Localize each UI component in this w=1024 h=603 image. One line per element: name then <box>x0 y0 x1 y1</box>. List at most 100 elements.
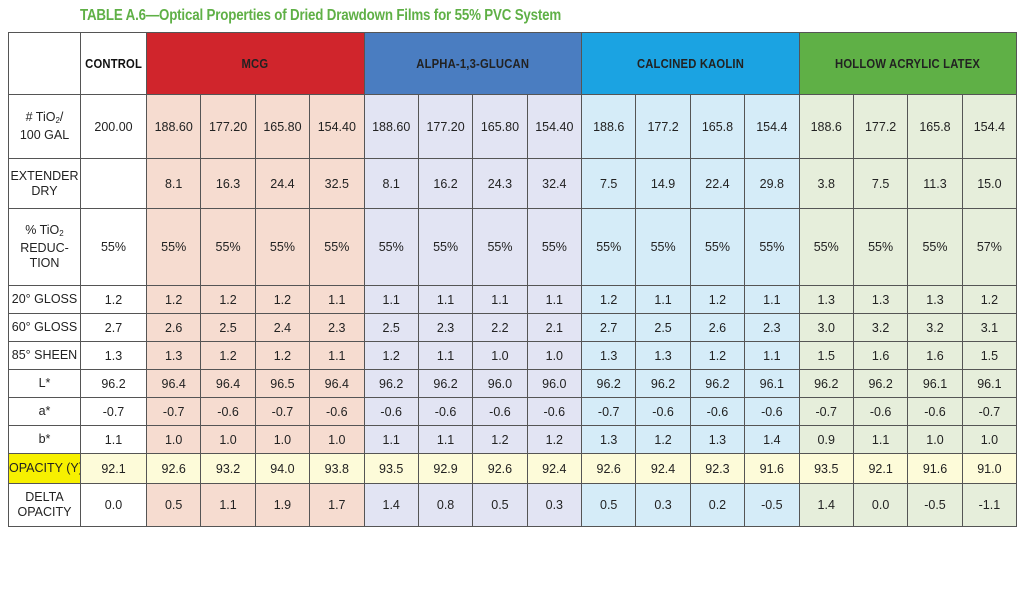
value-cell: 0.5 <box>145 483 202 527</box>
value-cell: 8.1 <box>363 158 419 209</box>
value-cell: 93.5 <box>363 453 419 484</box>
value-cell: 7.5 <box>581 158 637 209</box>
table-row: 85° SHEEN 1.3 1.3 1.2 1.2 1.1 1.2 1.1 1.0 1.0 1.3 1… <box>8 341 1018 370</box>
value-cell: 2.3 <box>417 313 474 342</box>
control-cell: 96.2 <box>80 369 147 398</box>
value-cell: 1.1 <box>744 341 800 370</box>
value-cell: 11.3 <box>907 158 963 209</box>
value-cell: 92.6 <box>581 453 637 484</box>
value-cell: 1.3 <box>581 341 637 370</box>
value-cell: 1.0 <box>254 425 311 454</box>
table-title: TABLE A.6—Optical Properties of Dried Dr… <box>80 7 562 24</box>
value-cell: 177.20 <box>417 94 474 159</box>
control-cell: 92.1 <box>80 453 147 484</box>
value-cell: 1.1 <box>363 425 419 454</box>
value-cell: -0.6 <box>363 397 419 426</box>
value-cell: 3.2 <box>852 313 909 342</box>
value-cell: -0.5 <box>907 483 963 527</box>
value-cell: 1.0 <box>526 341 583 370</box>
value-cell: -0.6 <box>472 397 528 426</box>
control-cell: 2.7 <box>80 313 147 342</box>
value-cell: 154.4 <box>961 94 1018 159</box>
value-cell: 1.5 <box>798 341 854 370</box>
table-row: b* 1.1 1.0 1.0 1.0 1.0 1.1 1.1 1.2 1.2 1.3 1.2 1.3 1.… <box>8 425 1018 454</box>
value-cell: 1.1 <box>635 285 691 314</box>
value-cell: -1.1 <box>961 483 1018 527</box>
value-cell: -0.6 <box>689 397 746 426</box>
value-cell: 55% <box>798 208 854 286</box>
value-cell: 7.5 <box>852 158 909 209</box>
value-cell: -0.6 <box>309 397 365 426</box>
group-header: MCG <box>146 32 365 95</box>
value-cell: 55% <box>417 208 474 286</box>
value-cell: 1.1 <box>744 285 800 314</box>
value-cell: 177.20 <box>200 94 256 159</box>
value-cell: 1.0 <box>472 341 528 370</box>
value-cell: 32.4 <box>526 158 583 209</box>
value-cell: -0.7 <box>254 397 311 426</box>
control-cell: 0.0 <box>80 483 147 527</box>
row-label: 85° SHEEN <box>8 341 81 370</box>
value-cell: 94.0 <box>254 453 311 484</box>
value-cell: 3.0 <box>798 313 854 342</box>
value-cell: -0.7 <box>961 397 1018 426</box>
value-cell: 188.60 <box>145 94 202 159</box>
value-cell: -0.5 <box>744 483 800 527</box>
control-cell: 1.2 <box>80 285 147 314</box>
value-cell: 1.0 <box>961 425 1018 454</box>
table-row: EXTENDER DRY 8.1 16.3 24.4 32.5 8.1 16.2 24.3 32.… <box>8 158 1018 209</box>
value-cell: 0.0 <box>852 483 909 527</box>
value-cell: 0.3 <box>635 483 691 527</box>
value-cell: 55% <box>635 208 691 286</box>
value-cell: 32.5 <box>309 158 365 209</box>
value-cell: 92.1 <box>852 453 909 484</box>
value-cell: 55% <box>526 208 583 286</box>
value-cell: 55% <box>472 208 528 286</box>
value-cell: 2.3 <box>744 313 800 342</box>
group-header-label: CALCINED KAOLIN <box>636 56 744 71</box>
value-cell: 24.3 <box>472 158 528 209</box>
value-cell: 1.2 <box>526 425 583 454</box>
value-cell: 14.9 <box>635 158 691 209</box>
value-cell: 92.6 <box>472 453 528 484</box>
row-label: 60° GLOSS <box>8 313 81 342</box>
value-cell: 96.4 <box>309 369 365 398</box>
value-cell: 1.3 <box>798 285 854 314</box>
row-label: EXTENDER DRY <box>8 158 81 209</box>
value-cell: 96.0 <box>526 369 583 398</box>
control-cell: -0.7 <box>80 397 147 426</box>
value-cell: -0.6 <box>744 397 800 426</box>
value-cell: 96.0 <box>472 369 528 398</box>
value-cell: 0.5 <box>581 483 637 527</box>
row-label: a* <box>8 397 81 426</box>
value-cell: 3.2 <box>907 313 963 342</box>
value-cell: 1.1 <box>417 425 474 454</box>
value-cell: 96.2 <box>417 369 474 398</box>
row-label: DELTA OPACITY <box>8 483 81 527</box>
control-cell: 55% <box>80 208 147 286</box>
value-cell: 96.4 <box>200 369 256 398</box>
value-cell: 92.4 <box>526 453 583 484</box>
value-cell: 0.8 <box>417 483 474 527</box>
value-cell: -0.7 <box>581 397 637 426</box>
row-label: L* <box>8 369 81 398</box>
value-cell: 2.7 <box>581 313 637 342</box>
value-cell: 165.80 <box>254 94 311 159</box>
value-cell: 1.0 <box>309 425 365 454</box>
value-cell: 96.2 <box>581 369 637 398</box>
value-cell: 154.4 <box>744 94 800 159</box>
control-cell: 200.00 <box>80 94 147 159</box>
value-cell: 1.5 <box>961 341 1018 370</box>
value-cell: -0.6 <box>526 397 583 426</box>
value-cell: 1.1 <box>363 285 419 314</box>
value-cell: 16.3 <box>200 158 256 209</box>
value-cell: 1.1 <box>852 425 909 454</box>
value-cell: 2.1 <box>526 313 583 342</box>
value-cell: 93.5 <box>798 453 854 484</box>
group-header-label: ALPHA-1,3-GLUCAN <box>416 56 530 71</box>
value-cell: 0.5 <box>472 483 528 527</box>
value-cell: 1.2 <box>961 285 1018 314</box>
value-cell: 1.2 <box>254 285 311 314</box>
value-cell: 55% <box>744 208 800 286</box>
value-cell: 15.0 <box>961 158 1018 209</box>
